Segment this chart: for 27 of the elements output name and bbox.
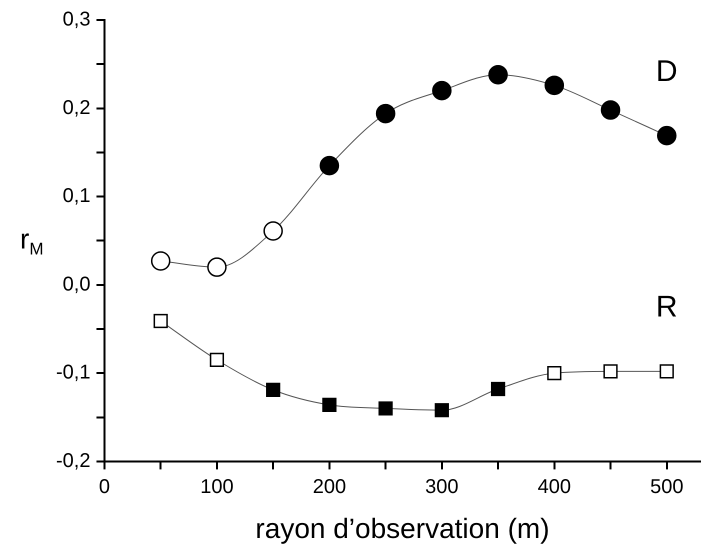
x-tick-label: 400 bbox=[538, 476, 571, 498]
y-tick-label: 0,3 bbox=[62, 8, 90, 31]
point bbox=[210, 352, 224, 367]
point bbox=[547, 366, 562, 380]
y-tick-label: 0,0 bbox=[62, 273, 90, 296]
point bbox=[432, 80, 452, 100]
x-tick-label: 0 bbox=[98, 476, 110, 498]
x-tick-label: 500 bbox=[650, 476, 684, 498]
x-tick-label: 100 bbox=[200, 476, 234, 498]
point bbox=[488, 64, 508, 84]
x-axis-title: rayon d’observation (m) bbox=[255, 512, 550, 544]
point bbox=[154, 314, 168, 328]
point bbox=[544, 76, 564, 96]
y-tick-label: -0,2 bbox=[56, 450, 90, 472]
y-tick-label: -0,1 bbox=[56, 362, 90, 384]
point bbox=[600, 100, 620, 120]
point bbox=[657, 126, 677, 146]
y-tick-label: 0,1 bbox=[62, 185, 90, 208]
x-tick-label: 200 bbox=[312, 476, 346, 498]
series-label: R bbox=[656, 290, 678, 324]
point bbox=[660, 364, 674, 378]
point bbox=[603, 364, 618, 378]
series-label: D bbox=[656, 54, 678, 88]
y-tick-label: 0,2 bbox=[62, 96, 90, 119]
point bbox=[376, 104, 396, 124]
x-tick-label: 300 bbox=[425, 476, 459, 498]
point bbox=[320, 156, 340, 176]
